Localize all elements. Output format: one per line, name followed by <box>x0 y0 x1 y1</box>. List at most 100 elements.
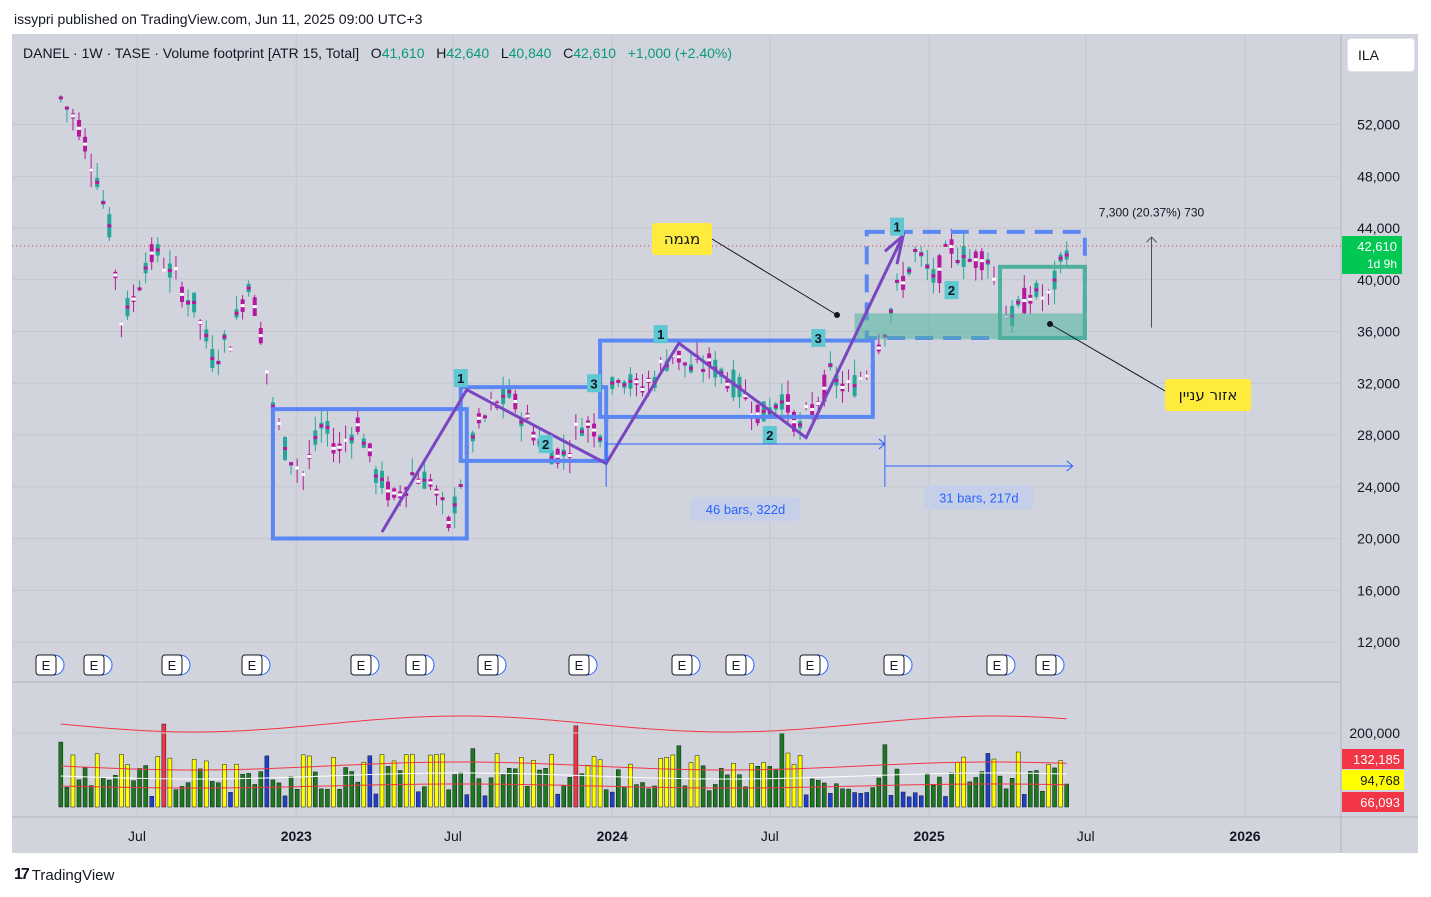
footprint-poc <box>210 357 215 361</box>
volume-bar <box>234 763 239 808</box>
volume-bar <box>488 777 494 808</box>
footprint-poc <box>798 423 803 427</box>
footprint-poc <box>895 279 900 283</box>
volume-bar <box>1046 764 1051 808</box>
volume-bar <box>252 784 257 808</box>
x-tick-label: 2023 <box>281 828 312 844</box>
volume-bar <box>1015 751 1021 808</box>
earnings-marker-label: E <box>993 658 1002 673</box>
earnings-marker-label: E <box>1042 658 1051 673</box>
earnings-marker-label: E <box>484 658 493 673</box>
open-value: 41,610 <box>381 45 425 61</box>
footprint-poc <box>307 454 312 458</box>
chart-background <box>12 34 1418 853</box>
volume-bar <box>185 782 191 808</box>
price-chart[interactable]: 52,000 48,000 44,000 40,000 36,000 32,000 28,0… <box>12 34 1418 853</box>
wave-label-bg <box>587 374 602 393</box>
volume-bar <box>797 755 803 808</box>
wave-label: 2 <box>542 437 549 452</box>
footprint-poc <box>682 362 687 366</box>
callout-dot <box>834 312 840 318</box>
footprint-poc <box>555 454 560 458</box>
footprint-poc <box>192 300 197 304</box>
footprint-poc <box>386 489 391 493</box>
volume-bar <box>282 795 288 808</box>
volume-bar <box>603 789 609 808</box>
footprint-poc <box>961 255 966 259</box>
currency-button[interactable]: ILA <box>1347 38 1415 72</box>
footprint-poc <box>216 361 221 365</box>
volume-bar <box>567 777 573 808</box>
footprint-poc <box>89 168 94 172</box>
footprint-poc <box>501 394 506 398</box>
x-tick-label: Jul <box>128 828 146 844</box>
volume-bar <box>264 755 270 808</box>
footprint-poc <box>482 415 487 419</box>
price-axis-panel <box>1341 34 1418 817</box>
footprint-poc <box>773 405 778 409</box>
footprint-poc <box>234 311 239 315</box>
volume-bar <box>652 785 657 808</box>
volume-bar <box>700 765 706 808</box>
volume-bar <box>870 787 876 808</box>
volume-bar <box>858 793 863 808</box>
volume-bar <box>391 760 397 808</box>
footprint-poc <box>592 428 597 432</box>
volume-bar <box>997 775 1003 808</box>
footprint-poc <box>979 259 984 263</box>
footprint-poc <box>840 385 845 389</box>
y-tick-label: 44,000 <box>1357 220 1400 236</box>
volume-bar <box>167 757 173 808</box>
footprint-poc <box>985 260 990 264</box>
last-price-value: 42,610 <box>1357 239 1397 254</box>
volume-bar <box>428 754 433 808</box>
y-tick-label: 48,000 <box>1357 168 1400 184</box>
volume-bar <box>100 777 106 808</box>
volume-bar <box>634 784 639 808</box>
footprint-poc <box>943 243 948 247</box>
footprint-poc <box>779 400 784 404</box>
footprint-poc <box>440 497 445 501</box>
earnings-marker-label: E <box>248 658 257 673</box>
volume-bar <box>761 762 766 808</box>
footprint-poc <box>507 390 512 394</box>
volume-bar <box>300 754 306 808</box>
volume-bar <box>640 782 645 808</box>
volume-bar <box>337 788 342 808</box>
footprint-poc <box>901 281 906 285</box>
volume-bar <box>973 777 979 808</box>
footprint-poc <box>252 305 257 309</box>
footprint-poc <box>925 264 930 268</box>
y-tick-label: 12,000 <box>1357 634 1400 650</box>
footprint-poc <box>579 430 584 434</box>
wave-label: 1 <box>457 371 464 386</box>
earnings-marker <box>883 654 905 676</box>
footprint-poc <box>398 493 403 497</box>
symbol-label[interactable]: DANEL · 1W · TASE · Volume footprint [AT… <box>23 45 360 61</box>
footprint-poc <box>331 446 336 450</box>
volume-bar <box>616 769 621 808</box>
measure-label: 7,300 (20.37%) 730 <box>1099 205 1205 219</box>
footprint-poc <box>907 269 912 273</box>
volume-bars <box>58 723 1069 808</box>
chart-panel[interactable]: 52,000 48,000 44,000 40,000 36,000 32,000 28,0… <box>12 34 1418 853</box>
volume-bar <box>743 786 748 808</box>
volume-bar <box>191 758 197 808</box>
footprint-poc <box>913 248 918 252</box>
wave-label-bg <box>453 369 468 388</box>
footprint-poc <box>476 416 481 420</box>
earnings-marker <box>35 654 57 676</box>
footprint-poc <box>64 106 69 110</box>
volume-bar <box>500 774 506 808</box>
volume-bar <box>294 789 300 808</box>
footer-brand[interactable]: 17 TradingView <box>14 866 114 884</box>
footprint-poc <box>1052 278 1057 282</box>
volume-bar <box>403 754 409 808</box>
footprint-poc <box>949 244 954 248</box>
earnings-marker-label: E <box>806 658 815 673</box>
volume-bar <box>482 795 488 808</box>
footprint-poc <box>137 287 142 291</box>
volume-bar <box>688 762 694 808</box>
y-tick-label: 36,000 <box>1357 324 1400 340</box>
volume-bar <box>573 725 579 808</box>
